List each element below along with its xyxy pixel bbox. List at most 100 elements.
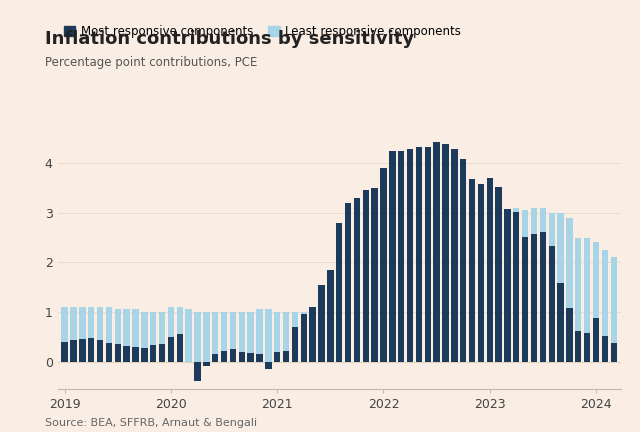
Bar xyxy=(239,352,245,362)
Bar xyxy=(283,351,289,362)
Bar xyxy=(115,344,121,362)
Bar xyxy=(124,309,130,362)
Bar xyxy=(327,270,333,362)
Bar xyxy=(248,353,254,362)
Bar xyxy=(310,307,316,362)
Bar xyxy=(611,343,617,362)
Bar xyxy=(301,314,307,362)
Bar xyxy=(557,283,564,362)
Bar xyxy=(256,309,262,362)
Bar xyxy=(593,318,599,362)
Bar xyxy=(460,159,467,362)
Bar xyxy=(61,342,68,362)
Bar xyxy=(522,237,529,362)
Bar xyxy=(531,208,537,362)
Bar xyxy=(168,307,174,362)
Bar xyxy=(292,312,298,362)
Bar xyxy=(602,250,608,362)
Bar xyxy=(195,312,201,362)
Bar xyxy=(283,312,289,362)
Bar xyxy=(486,218,493,362)
Bar xyxy=(363,191,369,362)
Bar xyxy=(371,312,378,362)
Bar xyxy=(513,208,520,362)
Bar xyxy=(442,144,449,362)
Bar xyxy=(389,151,396,362)
Bar xyxy=(495,213,502,362)
Bar xyxy=(575,331,582,362)
Bar xyxy=(106,343,112,362)
Text: Inflation contributions by sensitivity: Inflation contributions by sensitivity xyxy=(45,30,414,48)
Bar xyxy=(88,307,95,362)
Bar xyxy=(115,309,121,362)
Bar xyxy=(265,362,271,369)
Bar xyxy=(407,262,413,362)
Bar xyxy=(504,210,511,362)
Bar xyxy=(389,312,396,362)
Bar xyxy=(239,312,245,362)
Bar xyxy=(398,151,404,362)
Bar xyxy=(195,362,201,381)
Bar xyxy=(159,344,165,362)
Bar xyxy=(451,262,458,362)
Bar xyxy=(566,308,573,362)
Bar xyxy=(141,312,148,362)
Bar xyxy=(132,346,139,362)
Bar xyxy=(513,212,520,362)
Bar xyxy=(212,312,218,362)
Bar xyxy=(602,336,608,362)
Bar xyxy=(274,312,280,362)
Bar xyxy=(97,340,103,362)
Bar xyxy=(345,312,351,362)
Bar xyxy=(248,312,254,362)
Bar xyxy=(477,222,484,362)
Bar xyxy=(495,187,502,362)
Bar xyxy=(159,312,165,362)
Bar xyxy=(540,232,546,362)
Bar xyxy=(433,232,440,362)
Bar xyxy=(79,339,86,362)
Bar xyxy=(318,285,324,362)
Bar xyxy=(203,312,209,362)
Bar xyxy=(531,234,537,362)
Bar xyxy=(61,307,68,362)
Bar xyxy=(540,208,546,362)
Legend: Most responsive components, Least responsive components: Most responsive components, Least respon… xyxy=(63,25,461,38)
Bar xyxy=(593,242,599,362)
Bar xyxy=(345,203,351,362)
Bar xyxy=(292,327,298,362)
Bar xyxy=(424,235,431,362)
Bar xyxy=(363,312,369,362)
Bar xyxy=(132,309,139,362)
Bar xyxy=(186,309,192,362)
Bar xyxy=(274,352,280,362)
Bar xyxy=(486,178,493,362)
Bar xyxy=(433,142,440,362)
Bar xyxy=(70,340,77,362)
Bar xyxy=(380,168,387,362)
Bar xyxy=(477,184,484,362)
Bar xyxy=(584,333,590,362)
Bar xyxy=(256,354,262,362)
Bar xyxy=(380,312,387,362)
Bar xyxy=(265,309,271,362)
Bar xyxy=(575,238,582,362)
Bar xyxy=(88,338,95,362)
Bar xyxy=(336,222,342,362)
Bar xyxy=(424,147,431,362)
Bar xyxy=(398,287,404,362)
Bar xyxy=(416,147,422,362)
Bar xyxy=(221,351,227,362)
Bar xyxy=(106,307,112,362)
Bar xyxy=(318,312,324,362)
Bar xyxy=(548,246,555,362)
Bar xyxy=(504,209,511,362)
Bar xyxy=(584,238,590,362)
Bar xyxy=(141,348,148,362)
Bar xyxy=(177,334,183,362)
Bar xyxy=(310,312,316,362)
Text: Source: BEA, SFFRB, Arnaut & Bengali: Source: BEA, SFFRB, Arnaut & Bengali xyxy=(45,418,257,428)
Bar xyxy=(566,218,573,362)
Text: Percentage point contributions, PCE: Percentage point contributions, PCE xyxy=(45,56,257,69)
Bar xyxy=(301,312,307,362)
